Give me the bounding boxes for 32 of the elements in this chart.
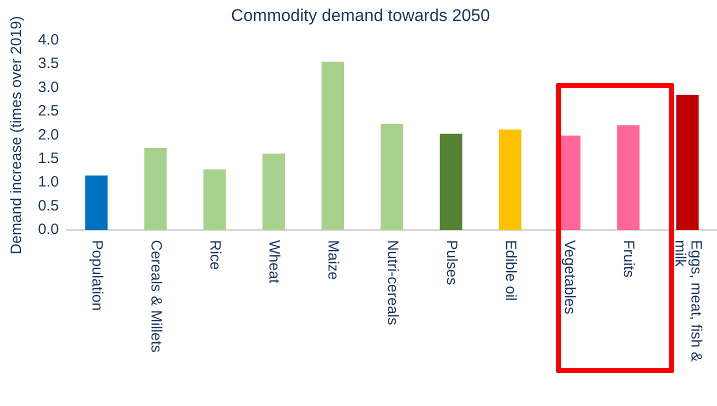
- chart-title: Commodity demand towards 2050: [231, 6, 490, 25]
- x-tick-label: Population: [88, 240, 106, 311]
- x-tick-label: Vegetables: [561, 240, 578, 314]
- x-tick-label: Rice: [206, 240, 224, 270]
- bar: [203, 169, 226, 230]
- x-tick-label: Pulses: [442, 240, 460, 286]
- x-tick-label: Wheat: [266, 240, 283, 284]
- x-tick-label: Eggs, meat, fish & milk: [671, 240, 704, 362]
- bar: [676, 94, 699, 230]
- x-tick-label: Nutri-cereals: [384, 240, 401, 326]
- y-tick-label: 4.0: [38, 32, 59, 49]
- bar: [498, 130, 522, 230]
- bar: [85, 175, 108, 230]
- bar: [617, 125, 640, 230]
- x-tick-label: Maize: [324, 240, 342, 280]
- x-tick-label: Cereals & Millets: [147, 240, 164, 353]
- y-tick-label: 2.0: [38, 126, 59, 144]
- bar: [380, 124, 404, 230]
- y-tick-label: 0.5: [38, 197, 59, 214]
- bar: [440, 134, 462, 230]
- y-tick-label: 0.0: [38, 221, 59, 238]
- y-tick-label: 1.0: [38, 174, 59, 191]
- y-tick-label: 3.0: [38, 78, 59, 96]
- y-tick-label: 3.5: [38, 55, 59, 72]
- y-tick-label: 1.5: [38, 150, 59, 168]
- bar: [144, 148, 167, 230]
- y-axis-title: Demand increase (times over 2019): [8, 16, 26, 254]
- x-tick-label: Fruits: [620, 240, 638, 278]
- y-tick-label: 2.5: [38, 102, 59, 120]
- bar: [322, 62, 344, 230]
- bar: [262, 154, 285, 230]
- x-tick-label: Edible oil: [502, 240, 519, 301]
